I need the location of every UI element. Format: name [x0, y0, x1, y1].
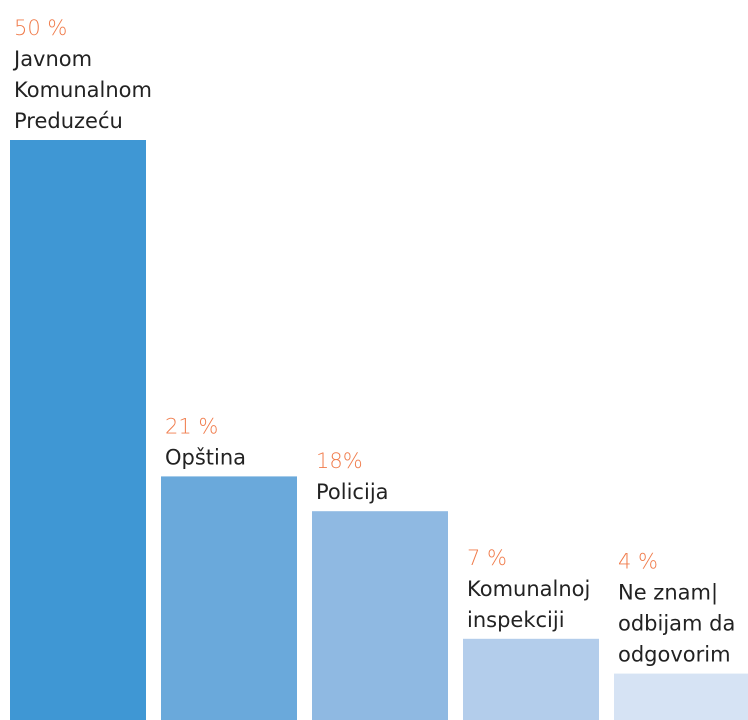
bar — [10, 140, 146, 720]
value-label: 18% — [316, 449, 363, 473]
bar — [161, 476, 297, 720]
category-label: Opština — [165, 445, 246, 469]
category-label: Ne znam| — [618, 581, 718, 606]
bar — [312, 511, 448, 720]
bar — [463, 638, 599, 720]
category-label: odbijam da — [618, 612, 735, 636]
category-label: Preduzeću — [14, 109, 123, 133]
value-label: 7 % — [467, 546, 507, 570]
value-label: 21 % — [165, 414, 218, 438]
value-label: 4 % — [618, 550, 658, 574]
category-label: odgovorim — [618, 643, 731, 667]
bar — [614, 673, 748, 720]
category-label: inspekciji — [467, 608, 565, 632]
category-label: Komunalnom — [14, 78, 152, 102]
category-label: Javnom — [12, 47, 92, 71]
category-label: Komunalnoj — [467, 577, 590, 601]
category-label: Policija — [316, 480, 389, 504]
value-label: 50 % — [14, 16, 67, 40]
